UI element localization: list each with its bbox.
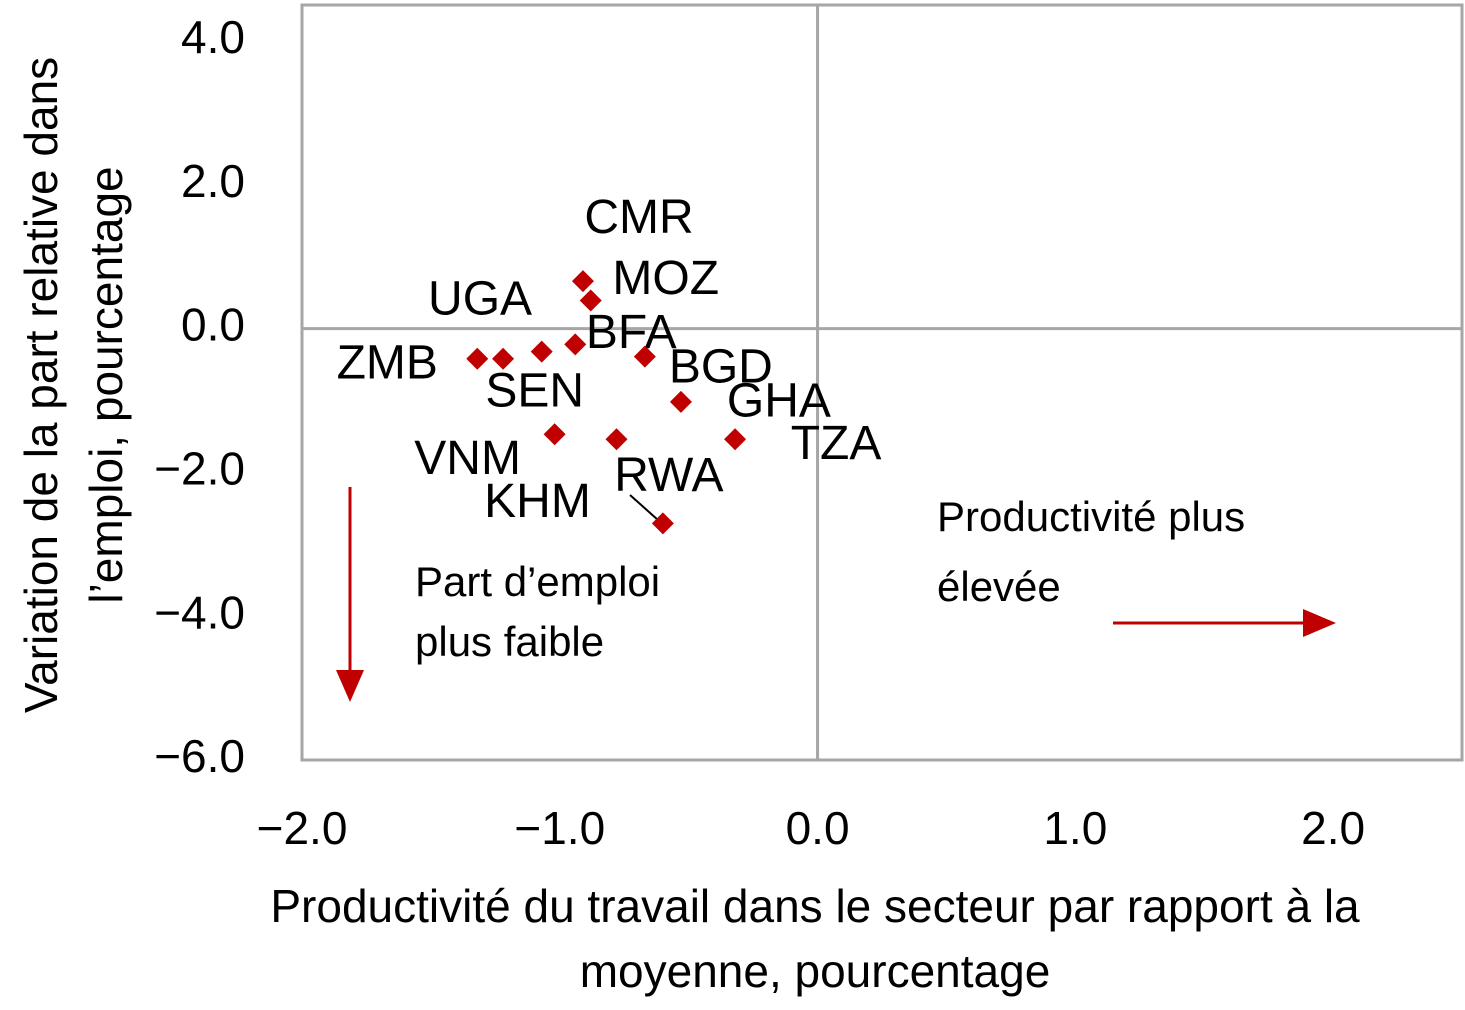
plot-frame <box>300 3 1464 762</box>
point-label: KHM <box>484 475 591 528</box>
marker <box>530 340 553 363</box>
x-tick-label: −1.0 <box>514 802 605 854</box>
y-tick-label: 4.0 <box>181 11 245 63</box>
marker <box>571 270 594 293</box>
point-label: TZA <box>791 417 882 470</box>
marker <box>466 347 489 370</box>
x-tick-label: 1.0 <box>1043 802 1107 854</box>
marker <box>605 428 628 451</box>
point-label: ZMB <box>337 336 438 389</box>
y-axis-label: Variation de la part relative dans <box>15 57 67 713</box>
point-label: GHA <box>727 375 831 428</box>
marker <box>492 347 515 370</box>
marker <box>579 289 602 312</box>
y-tick-label: −6.0 <box>154 730 245 782</box>
marker <box>651 512 674 535</box>
point-label: VNM <box>414 432 521 485</box>
x-axis-label: Productivité du travail dans le secteur … <box>270 880 1360 932</box>
annotation: élevée <box>937 563 1061 610</box>
marker <box>669 390 692 413</box>
annotation: Part d’emploi <box>415 558 660 605</box>
annotation: Productivité plus <box>937 493 1245 540</box>
x-axis-label: moyenne, pourcentage <box>580 945 1051 997</box>
point-label: UGA <box>428 272 532 325</box>
marker <box>724 428 747 451</box>
marker <box>564 333 587 356</box>
x-tick-label: −2.0 <box>257 802 348 854</box>
y-axis-label: l’emploi, pourcentage <box>80 166 132 603</box>
leader-line <box>629 494 659 521</box>
y-tick-label: −4.0 <box>154 586 245 638</box>
arrow-head <box>1303 609 1336 637</box>
marker <box>633 345 656 368</box>
point-label: CMR <box>584 191 693 244</box>
marker <box>543 423 566 446</box>
annotation: plus faible <box>415 618 604 665</box>
point-label: BFA <box>586 306 677 359</box>
point-label: MOZ <box>612 252 719 305</box>
y-tick-label: 2.0 <box>181 155 245 207</box>
x-tick-label: 0.0 <box>786 802 850 854</box>
point-label: SEN <box>485 364 584 417</box>
point-label: RWA <box>614 449 723 502</box>
y-tick-label: 0.0 <box>181 299 245 351</box>
point-label: BGD <box>669 340 773 393</box>
y-tick-label: −2.0 <box>154 443 245 495</box>
arrow-head <box>336 670 364 702</box>
x-tick-label: 2.0 <box>1301 802 1365 854</box>
